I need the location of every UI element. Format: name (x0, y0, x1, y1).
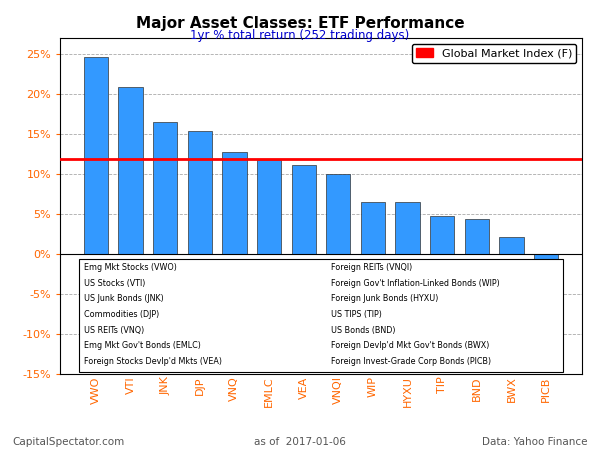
Text: Foreign REITs (VNQI): Foreign REITs (VNQI) (331, 263, 413, 272)
Text: Foreign Stocks Devlp'd Mkts (VEA): Foreign Stocks Devlp'd Mkts (VEA) (84, 357, 222, 366)
Text: Major Asset Classes: ETF Performance: Major Asset Classes: ETF Performance (136, 16, 464, 31)
Bar (465, 219, 489, 254)
Bar (118, 87, 143, 254)
Bar (534, 254, 558, 279)
Text: US TIPS (TIP): US TIPS (TIP) (331, 310, 382, 319)
Text: Emg Mkt Stocks (VWO): Emg Mkt Stocks (VWO) (84, 263, 176, 272)
Text: as of  2017-01-06: as of 2017-01-06 (254, 436, 346, 446)
Bar (222, 152, 247, 254)
Text: Data: Yahoo Finance: Data: Yahoo Finance (482, 436, 588, 446)
FancyBboxPatch shape (79, 259, 563, 372)
Text: Foreign Junk Bonds (HYXU): Foreign Junk Bonds (HYXU) (331, 294, 439, 303)
Text: US REITs (VNQ): US REITs (VNQ) (84, 326, 144, 335)
Text: Foreign Invest-Grade Corp Bonds (PICB): Foreign Invest-Grade Corp Bonds (PICB) (331, 357, 491, 366)
Text: Commodities (DJP): Commodities (DJP) (84, 310, 159, 319)
Bar (395, 202, 420, 254)
Bar (326, 174, 350, 254)
Bar (361, 202, 385, 254)
Text: US Junk Bonds (JNK): US Junk Bonds (JNK) (84, 294, 163, 303)
Text: CapitalSpectator.com: CapitalSpectator.com (12, 436, 124, 446)
Bar (188, 131, 212, 254)
Text: US Stocks (VTI): US Stocks (VTI) (84, 279, 145, 288)
Text: 1yr % total return (252 trading days): 1yr % total return (252 trading days) (190, 29, 410, 42)
Bar (499, 237, 524, 254)
Bar (84, 58, 108, 254)
Text: US Bonds (BND): US Bonds (BND) (331, 326, 396, 335)
Bar (292, 165, 316, 254)
Bar (430, 216, 454, 254)
Bar (153, 122, 177, 254)
Bar (257, 160, 281, 254)
Text: Foreign Gov't Inflation-Linked Bonds (WIP): Foreign Gov't Inflation-Linked Bonds (WI… (331, 279, 500, 288)
Text: Foreign Devlp'd Mkt Gov't Bonds (BWX): Foreign Devlp'd Mkt Gov't Bonds (BWX) (331, 341, 490, 350)
Legend: Global Market Index (F): Global Market Index (F) (412, 44, 577, 63)
Text: Emg Mkt Gov't Bonds (EMLC): Emg Mkt Gov't Bonds (EMLC) (84, 341, 200, 350)
